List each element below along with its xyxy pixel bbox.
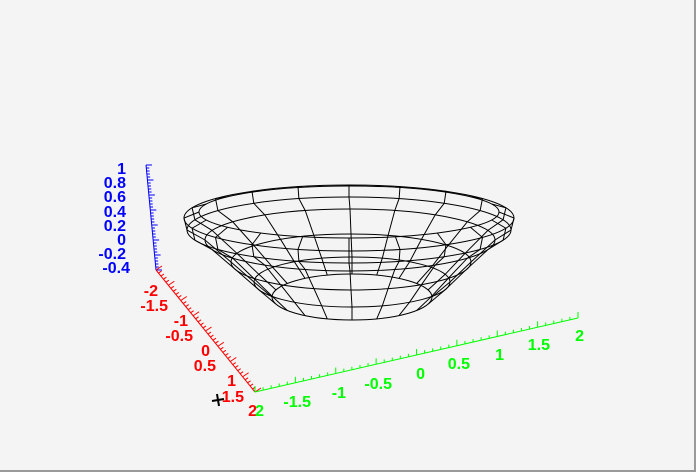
- surface-meridian: [348, 238, 353, 320]
- x-tick-label: 1.5: [222, 389, 244, 406]
- surface-meridian: [348, 185, 353, 274]
- surface-meridian: [183, 211, 273, 298]
- x-axis-ticks: [155, 265, 262, 393]
- axis-tick: [217, 341, 225, 347]
- axis-tick: [210, 334, 214, 338]
- surface-meridian: [376, 236, 401, 320]
- surface-wireframe: [183, 184, 515, 321]
- axis-tick: [192, 311, 200, 317]
- axis-tick: [190, 310, 194, 314]
- axis-tick: [200, 322, 204, 326]
- surface-meridian: [431, 211, 515, 298]
- axis-tick: [195, 316, 199, 320]
- surface-meridian: [214, 226, 288, 311]
- y-tick-label: -1.5: [283, 394, 311, 411]
- x-tick-label: -1: [174, 313, 188, 330]
- y-tick-label: 2: [255, 403, 264, 420]
- axis-tick: [197, 319, 202, 323]
- axis-tick: [249, 383, 254, 387]
- axis-tick: [232, 362, 237, 365]
- surface-meridian: [297, 236, 328, 320]
- surface-meridian: [251, 232, 306, 316]
- surface-meridian: [376, 186, 401, 276]
- y-tick-label: 1: [495, 347, 504, 364]
- y-tick-label: 2: [575, 328, 584, 345]
- axis-tick: [168, 280, 175, 286]
- axis-tick: [247, 380, 251, 384]
- axis-tick: [225, 352, 229, 356]
- axis-tick: [180, 296, 188, 301]
- axis-tick: [244, 377, 249, 381]
- axis-tick: [185, 304, 189, 308]
- surface-meridian: [416, 226, 484, 311]
- z-tick-label: 1: [117, 161, 126, 178]
- z-axis-ticks: [146, 164, 162, 271]
- z-tick-label: 0.8: [104, 175, 126, 192]
- surface-meridian: [416, 196, 484, 284]
- surface-meridian: [398, 232, 447, 316]
- x-tick-label: 1: [227, 373, 236, 390]
- y-tick-label: 1.5: [528, 337, 550, 354]
- x-tick-label: 0: [201, 343, 210, 360]
- y-tick-label: -0.5: [364, 376, 392, 393]
- z-tick-label: 0.6: [104, 189, 126, 206]
- surface-meridian: [427, 219, 507, 305]
- axis-tick: [163, 276, 167, 280]
- y-axis-ticks: [254, 312, 579, 392]
- axis-tick: [187, 307, 192, 311]
- x-tick-label: -2: [144, 283, 158, 300]
- y-tick-label: 0.5: [448, 356, 470, 373]
- z-axis-line: [145, 164, 157, 271]
- surface-meridian: [427, 203, 507, 291]
- y-tick-label: -1: [332, 385, 346, 402]
- crosshair-cursor-icon: [211, 393, 225, 407]
- x-tick-label: -0.5: [165, 328, 193, 345]
- axis-tick: [237, 368, 241, 372]
- axis-tick: [220, 346, 224, 350]
- z-tick-label: -0.4: [102, 260, 130, 277]
- z-tick-label: 0: [117, 232, 126, 249]
- x-tick-label: 2: [248, 403, 257, 420]
- axis-tick: [165, 279, 170, 283]
- surface-meridian: [191, 203, 277, 291]
- axis-tick: [207, 331, 212, 335]
- axis-tick: [182, 301, 187, 304]
- surface-meridian: [398, 190, 447, 279]
- axis-tick: [202, 325, 207, 329]
- axis-tick: [158, 270, 162, 274]
- y-tick-label: 0: [416, 366, 425, 383]
- axis-tick: [155, 265, 163, 271]
- axis-tick: [242, 372, 249, 378]
- axis-tick: [170, 285, 175, 289]
- z-tick-label: 0.4: [104, 204, 126, 221]
- surface-meridian: [251, 190, 306, 279]
- axis-tick: [212, 337, 217, 341]
- axis-tick: [239, 371, 244, 375]
- axis-tick: [227, 356, 232, 359]
- axis-tick: [215, 340, 219, 344]
- axis-tick: [160, 273, 165, 277]
- z-tick-label: 0.2: [104, 218, 126, 235]
- axis-tick: [205, 326, 212, 332]
- axis-tick: [222, 349, 227, 353]
- x-tick-label: 0.5: [194, 358, 216, 375]
- axis-tick: [177, 295, 182, 298]
- surface-meridian: [191, 219, 277, 305]
- axis-tick: [173, 288, 177, 292]
- axis-tick: [234, 365, 239, 369]
- surface-meridian: [297, 186, 328, 276]
- axis-tick: [175, 291, 180, 295]
- x-tick-label: -1.5: [140, 298, 168, 315]
- surface-meridian: [214, 196, 288, 284]
- z-tick-label: -0.2: [98, 246, 126, 263]
- axis-tick: [229, 357, 237, 362]
